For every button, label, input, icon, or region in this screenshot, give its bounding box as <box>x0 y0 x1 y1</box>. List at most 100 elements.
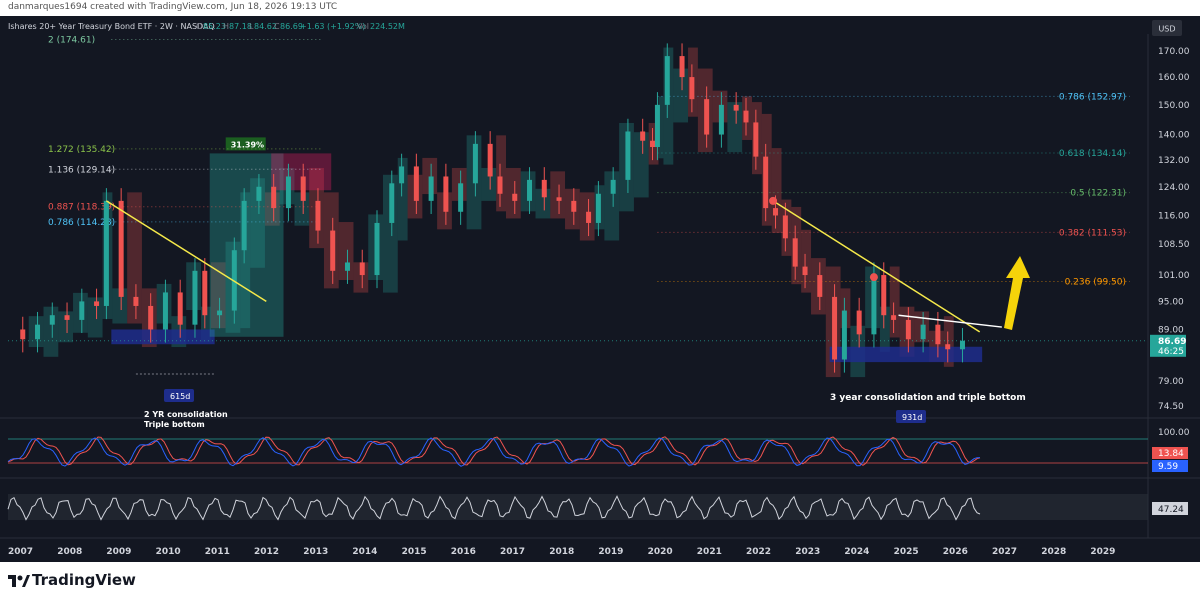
price-tick-label: 95.00 <box>1158 297 1184 307</box>
trendline <box>106 200 267 303</box>
fib-label-left: 1.136 (129.14) <box>48 165 115 175</box>
candle-body <box>133 296 139 306</box>
candle-body <box>743 110 749 123</box>
last-price-label: 86.69 <box>1158 337 1186 347</box>
time-tick-label: 2014 <box>352 547 377 557</box>
cloud-segment <box>633 132 649 198</box>
ohlc-high: 87.18 <box>229 22 252 31</box>
note-text: Triple bottom <box>144 420 205 429</box>
price-tick-label: 170.00 <box>1158 47 1190 57</box>
candle-body <box>374 222 380 276</box>
time-tick-label: 2025 <box>894 547 919 557</box>
cloud-segment <box>112 288 128 324</box>
cloud-segment <box>506 167 521 219</box>
time-tick-label: 2017 <box>500 547 525 557</box>
cloud-segment <box>889 266 900 338</box>
price-tick-label: 140.00 <box>1158 131 1190 141</box>
candle-body <box>753 122 759 157</box>
price-tick-label: 79.00 <box>1158 377 1184 387</box>
cloud-segment <box>338 222 354 281</box>
candle-body <box>330 230 336 271</box>
candle-body <box>64 315 70 320</box>
cloud-segment <box>496 135 506 212</box>
brand-name: TradingView <box>32 571 136 589</box>
price-tick-label: 74.50 <box>1158 402 1184 412</box>
candle-body <box>679 56 685 78</box>
fib-label-left: 0.786 (114.28) <box>48 218 115 228</box>
candle-body <box>487 143 493 177</box>
trend-anchor <box>869 273 878 282</box>
price-tick-label: 89.00 <box>1158 325 1184 335</box>
attribution-text: danmarques1694 created with TradingView.… <box>8 2 338 12</box>
candle-body <box>763 156 769 209</box>
price-tick-label: 124.00 <box>1158 183 1190 193</box>
time-tick-label: 2023 <box>795 547 820 557</box>
candle-body <box>271 186 277 209</box>
candle-body <box>718 104 724 135</box>
candle-body <box>285 176 291 209</box>
duration-badge <box>164 389 194 402</box>
time-tick-label: 2012 <box>254 547 279 557</box>
candle-body <box>640 131 646 141</box>
trend-anchor <box>769 196 778 205</box>
candle-body <box>79 301 85 320</box>
cloud-segment <box>43 306 59 357</box>
cloud-segment <box>673 68 689 123</box>
candle-body <box>891 315 897 320</box>
time-tick-label: 2022 <box>746 547 771 557</box>
candle-body <box>35 324 41 340</box>
fib-label-right: 0.382 (111.53) <box>1059 228 1126 238</box>
candle-body <box>556 197 562 201</box>
duration-label: 615d <box>170 392 190 401</box>
candle-body <box>571 200 577 212</box>
time-tick-label: 2008 <box>57 547 82 557</box>
cloud-segment <box>943 316 954 367</box>
candle-body <box>935 324 941 345</box>
cloud-segment <box>127 192 142 324</box>
time-tick-label: 2021 <box>697 547 722 557</box>
candle-body <box>802 266 808 276</box>
candle-body <box>733 104 739 111</box>
cloud-segment <box>663 47 674 165</box>
time-tick-label: 2024 <box>844 547 869 557</box>
candle-body <box>217 310 223 316</box>
duration-badge <box>896 410 926 423</box>
candle-body <box>103 200 109 306</box>
candle-body <box>832 296 838 360</box>
oscillators: 100.00 13.84 9.59 47.24 <box>7 428 1190 521</box>
fib-label-left: 2 (174.61) <box>48 35 95 45</box>
currency-button[interactable] <box>1152 20 1182 36</box>
cloud-segment <box>658 96 664 159</box>
price-tick-label: 108.50 <box>1158 240 1190 250</box>
osc2-value: 47.24 <box>1158 505 1184 515</box>
attribution-bar: danmarques1694 created with TradingView.… <box>0 0 1200 16</box>
candle-body <box>443 176 449 212</box>
osc-badge <box>1152 447 1188 459</box>
candle-body <box>148 305 154 330</box>
candle-body <box>315 200 321 231</box>
candle-body <box>118 200 124 297</box>
candle-body <box>817 275 823 297</box>
cloud-segment <box>240 192 251 329</box>
svg-text:O: O <box>196 22 202 31</box>
osc-tick-label: 100.00 <box>1158 428 1190 438</box>
price-candles <box>20 43 965 373</box>
time-tick-label: 2028 <box>1041 547 1066 557</box>
osc2-badge <box>1152 502 1188 515</box>
countdown-label: 46:25 <box>1158 347 1184 357</box>
price-tick-label: 150.00 <box>1158 101 1190 111</box>
fib-label-right: 0.618 (134.14) <box>1059 149 1126 159</box>
support-zones: 31.39% <box>111 137 983 363</box>
svg-text:C: C <box>274 22 280 31</box>
candle-body <box>595 193 601 223</box>
chart-background <box>0 16 1200 562</box>
candle-body <box>94 301 100 306</box>
cloud-segment <box>840 288 851 329</box>
candle-body <box>881 275 887 316</box>
last-price-badge <box>1150 334 1186 357</box>
candle-body <box>300 176 306 201</box>
candle-body <box>497 176 503 194</box>
ohlc-readout: O 85.23 H 87.18 L 84.62 C 86.69 +1.63 (+1.92… <box>196 22 405 31</box>
fib-label-right: 0.236 (99.50) <box>1065 277 1126 287</box>
price-chart[interactable]: 170.00 160.00 150.00 140.00 132.00 124.00 116.… <box>0 16 1200 562</box>
